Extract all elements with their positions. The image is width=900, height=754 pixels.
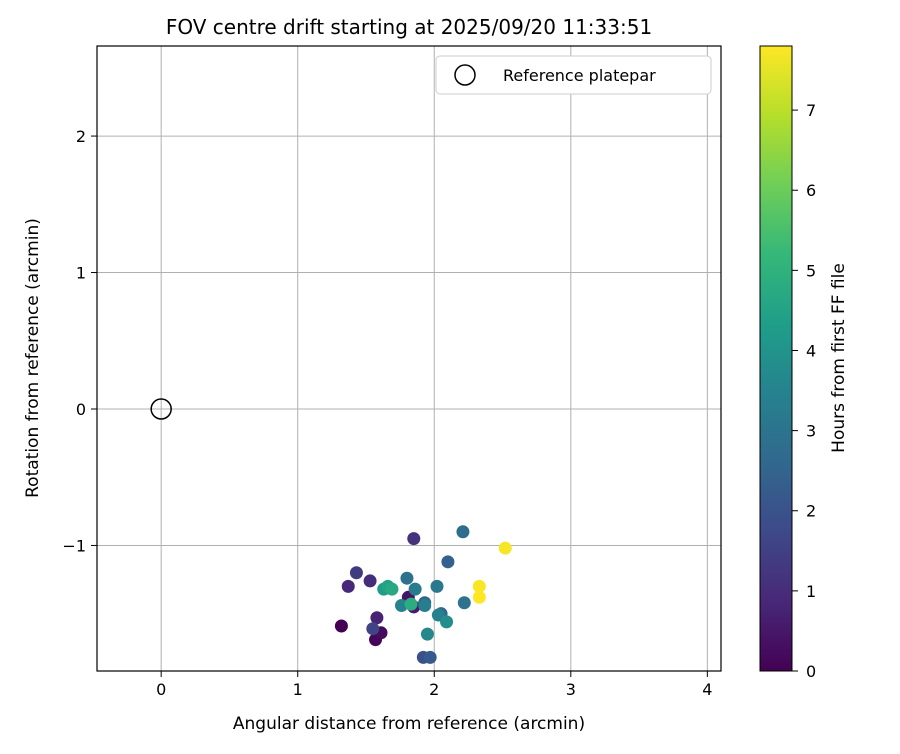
x-tick-label: 0 <box>156 680 166 699</box>
data-point <box>394 598 408 612</box>
colorbar <box>759 45 793 672</box>
colorbar-tick-label: 1 <box>806 582 816 601</box>
grid <box>97 46 721 671</box>
data-point <box>430 579 444 593</box>
reference-platepar-marker <box>150 398 172 420</box>
data-point <box>400 571 414 585</box>
data-point <box>472 590 486 604</box>
colorbar-tick-label: 6 <box>806 181 816 200</box>
colorbar-tick-label: 4 <box>806 341 816 360</box>
legend: Reference platepar <box>435 55 712 95</box>
y-tick-label: 0 <box>76 400 86 419</box>
colorbar-label: Hours from first FF file <box>829 263 849 453</box>
colorbar-tick-label: 5 <box>806 261 816 280</box>
data-point <box>370 611 384 625</box>
data-point <box>440 615 454 629</box>
legend-marker <box>454 64 476 86</box>
data-point <box>441 555 455 569</box>
colorbar-tick-label: 0 <box>806 662 816 681</box>
y-tick-label: −1 <box>62 536 86 555</box>
data-point <box>366 622 380 636</box>
y-axis-label: Rotation from reference (arcmin) <box>23 218 43 498</box>
data-point <box>472 579 486 593</box>
y-tick-label: 1 <box>76 264 86 283</box>
colorbar-tick-label: 2 <box>806 502 816 521</box>
x-tick-label: 2 <box>429 680 439 699</box>
reference-marker-group <box>150 398 172 420</box>
data-point <box>418 598 432 612</box>
data-point <box>341 579 355 593</box>
x-ticks: 0 1 2 3 4 <box>156 671 712 699</box>
x-tick-label: 4 <box>702 680 712 699</box>
data-point <box>404 597 418 611</box>
data-point <box>408 582 422 596</box>
colorbar-tick-label: 7 <box>806 101 816 120</box>
data-point <box>457 596 471 610</box>
legend-label: Reference platepar <box>503 66 656 85</box>
data-point <box>407 532 421 546</box>
data-point <box>349 566 363 580</box>
data-point <box>363 574 377 588</box>
y-ticks: −1 0 1 2 <box>62 127 97 555</box>
chart-title: FOV centre drift starting at 2025/09/20 … <box>166 15 652 39</box>
x-tick-label: 1 <box>293 680 303 699</box>
x-tick-label: 3 <box>566 680 576 699</box>
legend-box <box>435 55 712 95</box>
data-point <box>456 525 470 539</box>
plot-frame <box>96 45 722 672</box>
y-tick-label: 2 <box>76 127 86 146</box>
data-point <box>420 627 434 641</box>
data-point <box>385 582 399 596</box>
scatter-points <box>334 525 512 664</box>
colorbar-tick-label: 3 <box>806 422 816 441</box>
colorbar-ticks: 0 1 2 3 4 5 6 7 <box>792 101 816 681</box>
data-point <box>423 650 437 664</box>
data-point <box>498 541 512 555</box>
data-point <box>334 619 348 633</box>
x-axis-label: Angular distance from reference (arcmin) <box>233 714 585 734</box>
